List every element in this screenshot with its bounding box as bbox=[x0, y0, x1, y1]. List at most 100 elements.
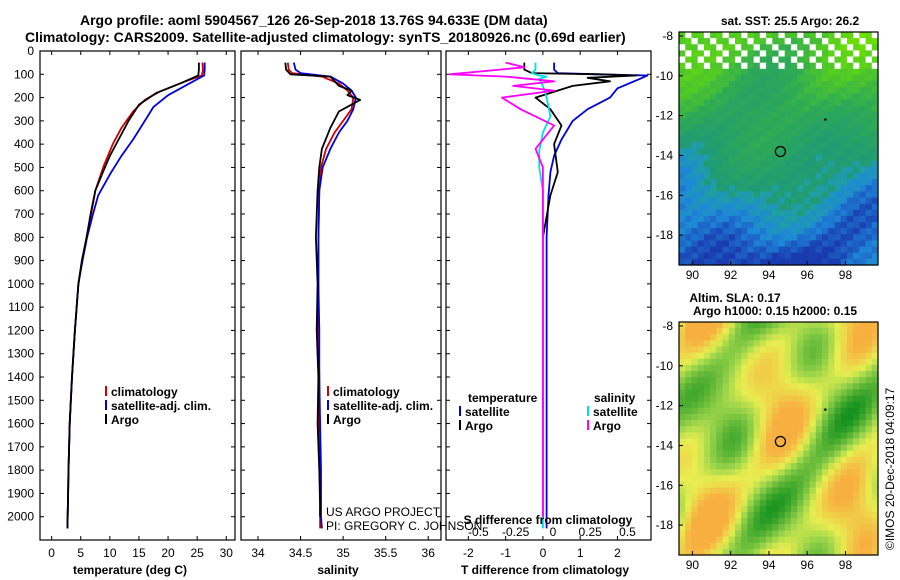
map-cell bbox=[759, 322, 767, 329]
map-cell bbox=[853, 203, 860, 211]
x-tick-label: 35 bbox=[336, 546, 350, 560]
map-cell bbox=[766, 420, 773, 427]
map-cell bbox=[828, 160, 836, 168]
map-cell bbox=[728, 377, 736, 384]
map-cell bbox=[753, 352, 761, 360]
map-cell bbox=[728, 389, 736, 397]
map-frame bbox=[678, 31, 879, 266]
map-cell bbox=[722, 328, 730, 335]
map-cell bbox=[778, 38, 786, 45]
map-cell bbox=[691, 542, 699, 550]
map-cell bbox=[803, 130, 811, 137]
map-cell bbox=[679, 179, 686, 186]
map-cell bbox=[759, 111, 767, 119]
map-cell bbox=[871, 185, 879, 192]
map-cell bbox=[741, 68, 748, 76]
map-cell bbox=[834, 197, 842, 205]
map-cell bbox=[766, 185, 773, 192]
map-cell bbox=[822, 493, 829, 501]
map-cell bbox=[840, 505, 848, 513]
map-cell bbox=[809, 252, 817, 260]
map-cell bbox=[809, 542, 817, 550]
map-cell bbox=[741, 81, 748, 88]
map-cell bbox=[753, 105, 761, 113]
map-cell bbox=[809, 99, 817, 107]
map-cell bbox=[722, 450, 730, 458]
map-cell bbox=[846, 340, 854, 348]
map-cell bbox=[784, 383, 792, 390]
map-cell bbox=[778, 499, 786, 507]
map-cell bbox=[772, 136, 780, 143]
map-cell bbox=[759, 364, 767, 372]
map-cell bbox=[747, 74, 755, 82]
map-cell bbox=[778, 364, 786, 372]
map-cell bbox=[697, 505, 705, 513]
map-cell bbox=[691, 111, 699, 119]
map-cell bbox=[859, 328, 867, 335]
map-cell bbox=[735, 548, 742, 556]
map-cell bbox=[679, 401, 686, 409]
map-cell bbox=[815, 246, 823, 254]
map-cell bbox=[722, 456, 730, 464]
map-cell bbox=[747, 389, 755, 397]
map-cell bbox=[691, 524, 699, 531]
map-cell bbox=[809, 81, 817, 88]
map-cell bbox=[815, 148, 823, 156]
map-cell bbox=[741, 93, 748, 100]
map-cell bbox=[865, 371, 873, 378]
map-cell bbox=[871, 222, 879, 229]
map-cell bbox=[710, 185, 717, 192]
map-cell bbox=[753, 493, 761, 501]
map-cell bbox=[834, 258, 842, 266]
map-cell bbox=[778, 383, 786, 390]
map-cell bbox=[716, 364, 724, 372]
map-cell bbox=[834, 234, 842, 241]
map-cell bbox=[822, 334, 829, 341]
map-cell bbox=[853, 93, 860, 100]
map-cell bbox=[772, 444, 780, 452]
map-cell bbox=[703, 463, 711, 470]
map-cell bbox=[728, 240, 736, 248]
map-cell bbox=[846, 154, 854, 162]
map-cell bbox=[809, 105, 817, 113]
map-cell bbox=[797, 240, 804, 248]
map-cell bbox=[747, 352, 755, 360]
map-cell bbox=[834, 389, 842, 397]
map-lat-label: -18 bbox=[656, 228, 674, 242]
map-cell bbox=[809, 136, 817, 143]
island-marker bbox=[824, 118, 827, 121]
map-cell bbox=[784, 450, 792, 458]
map-cell bbox=[716, 524, 724, 531]
map-cell bbox=[778, 469, 786, 476]
map-cell bbox=[828, 383, 836, 390]
map-cell bbox=[865, 252, 873, 260]
map-cell bbox=[772, 395, 780, 403]
map-cell bbox=[822, 518, 829, 525]
map-cell bbox=[828, 111, 836, 119]
map-cell bbox=[822, 32, 829, 39]
map-cell bbox=[803, 493, 811, 501]
map-cell bbox=[728, 352, 736, 360]
map-cell bbox=[685, 383, 692, 390]
map-cell bbox=[834, 185, 842, 192]
map-cell bbox=[828, 173, 836, 180]
map-cell bbox=[753, 426, 761, 433]
map-cell bbox=[747, 56, 755, 64]
argo-position-marker bbox=[774, 145, 787, 158]
map-cell bbox=[741, 414, 748, 421]
map-cell bbox=[822, 469, 829, 476]
map-cell bbox=[747, 328, 755, 335]
map-cell bbox=[685, 524, 692, 531]
map-cell bbox=[741, 209, 748, 217]
map-cell bbox=[809, 475, 817, 482]
map-cell bbox=[871, 50, 879, 58]
map-cell bbox=[784, 203, 792, 211]
map-cell bbox=[759, 407, 767, 415]
x-tick-label: 34.5 bbox=[289, 546, 313, 560]
map-cell bbox=[822, 420, 829, 427]
map-cell bbox=[871, 340, 879, 348]
map-cell bbox=[809, 463, 817, 470]
map-cell bbox=[766, 62, 773, 70]
map-cell bbox=[865, 328, 873, 335]
map-cell bbox=[772, 38, 780, 45]
